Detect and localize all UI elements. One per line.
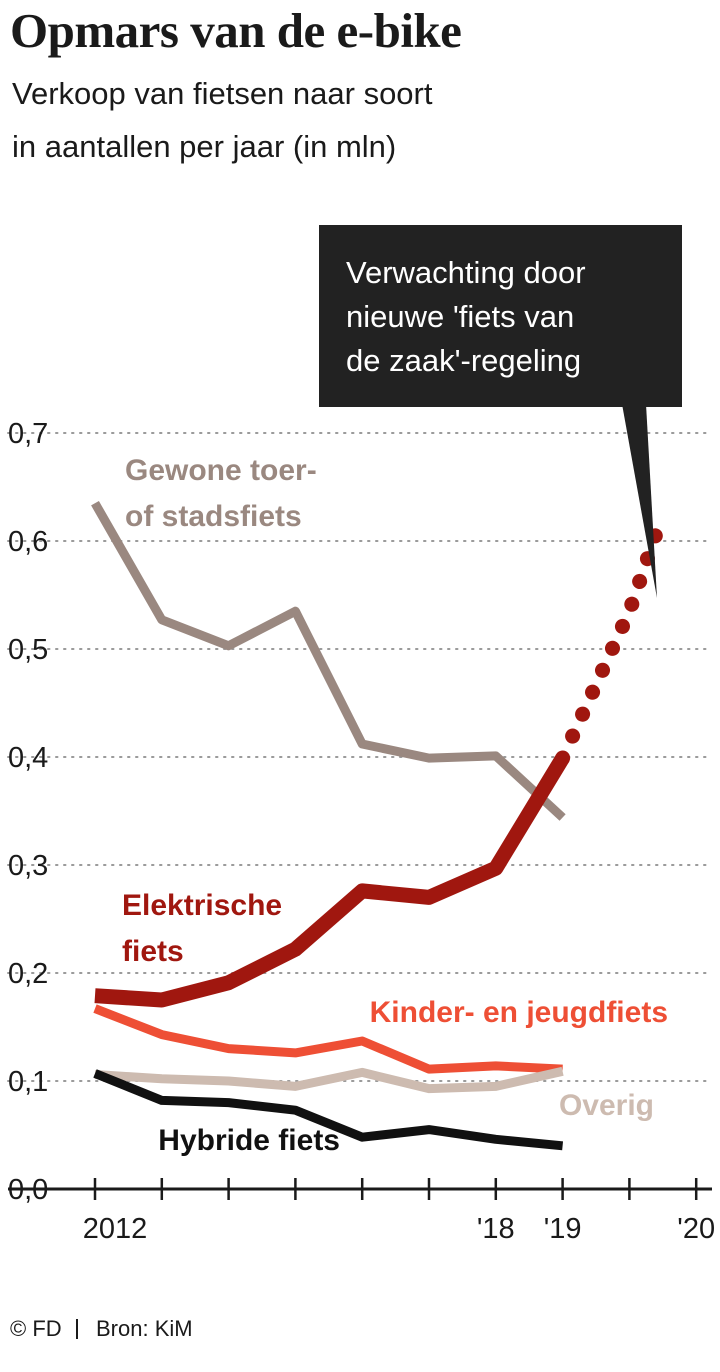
callout-text: Verwachting door: [346, 255, 586, 290]
chart-subtitle-line-1: Verkoop van fietsen naar soort: [12, 76, 433, 111]
series-label: Gewone toer-: [125, 454, 317, 487]
series-line-hybride-fiets: [93, 1069, 564, 1151]
callout-box: [319, 225, 682, 407]
series-line-gewone-toer-of-stadsfiets: [91, 500, 566, 821]
gridlines: [7, 432, 711, 1082]
callout-pointer: [622, 404, 657, 598]
x-tick-label: '20: [677, 1213, 715, 1245]
footer-separator: [76, 1319, 78, 1339]
forecast-line-elektrische-fiets: [555, 506, 671, 766]
series-label: fiets: [122, 935, 184, 968]
y-tick-label: 0,6: [8, 526, 48, 558]
x-tick-label: '18: [477, 1213, 515, 1245]
x-tick-label: 2012: [83, 1213, 148, 1245]
forecast-callout: Verwachting door nieuwe 'fiets van de zaak…: [319, 225, 682, 598]
y-tick-label: 0,4: [8, 742, 48, 774]
series-line-overig: [94, 1066, 564, 1094]
series-line-kinder-en-jeugdfiets: [93, 1004, 563, 1074]
series-label: Overig: [559, 1089, 654, 1122]
chart-subtitle-line-2: in aantallen per jaar (in mln): [12, 129, 397, 164]
y-tick-label: 0,1: [8, 1066, 48, 1098]
series-label: Hybride fiets: [158, 1124, 340, 1157]
x-tick-label: '19: [544, 1213, 582, 1245]
y-tick-label: 0,2: [8, 958, 48, 990]
chart-title: Opmars van de e-bike: [10, 3, 462, 58]
copyright-credit: © FD: [10, 1316, 62, 1341]
y-tick-label: 0,7: [8, 418, 48, 450]
series-label: Elektrische: [122, 889, 282, 922]
series-label: of stadsfiets: [125, 500, 302, 533]
y-tick-label: 0,3: [8, 850, 48, 882]
series-label: Kinder- en jeugdfiets: [370, 996, 668, 1029]
series-line-elektrische-fiets: [94, 754, 570, 1008]
series-lines: [91, 500, 671, 1151]
callout-text: de zaak'-regeling: [346, 343, 581, 378]
series-labels: Gewone toer-of stadsfiets Elektrische fiet…: [122, 454, 668, 1157]
source-note: Bron: KiM: [96, 1316, 193, 1341]
y-tick-label: 0,5: [8, 634, 48, 666]
callout-text: nieuwe 'fiets van: [346, 299, 574, 334]
